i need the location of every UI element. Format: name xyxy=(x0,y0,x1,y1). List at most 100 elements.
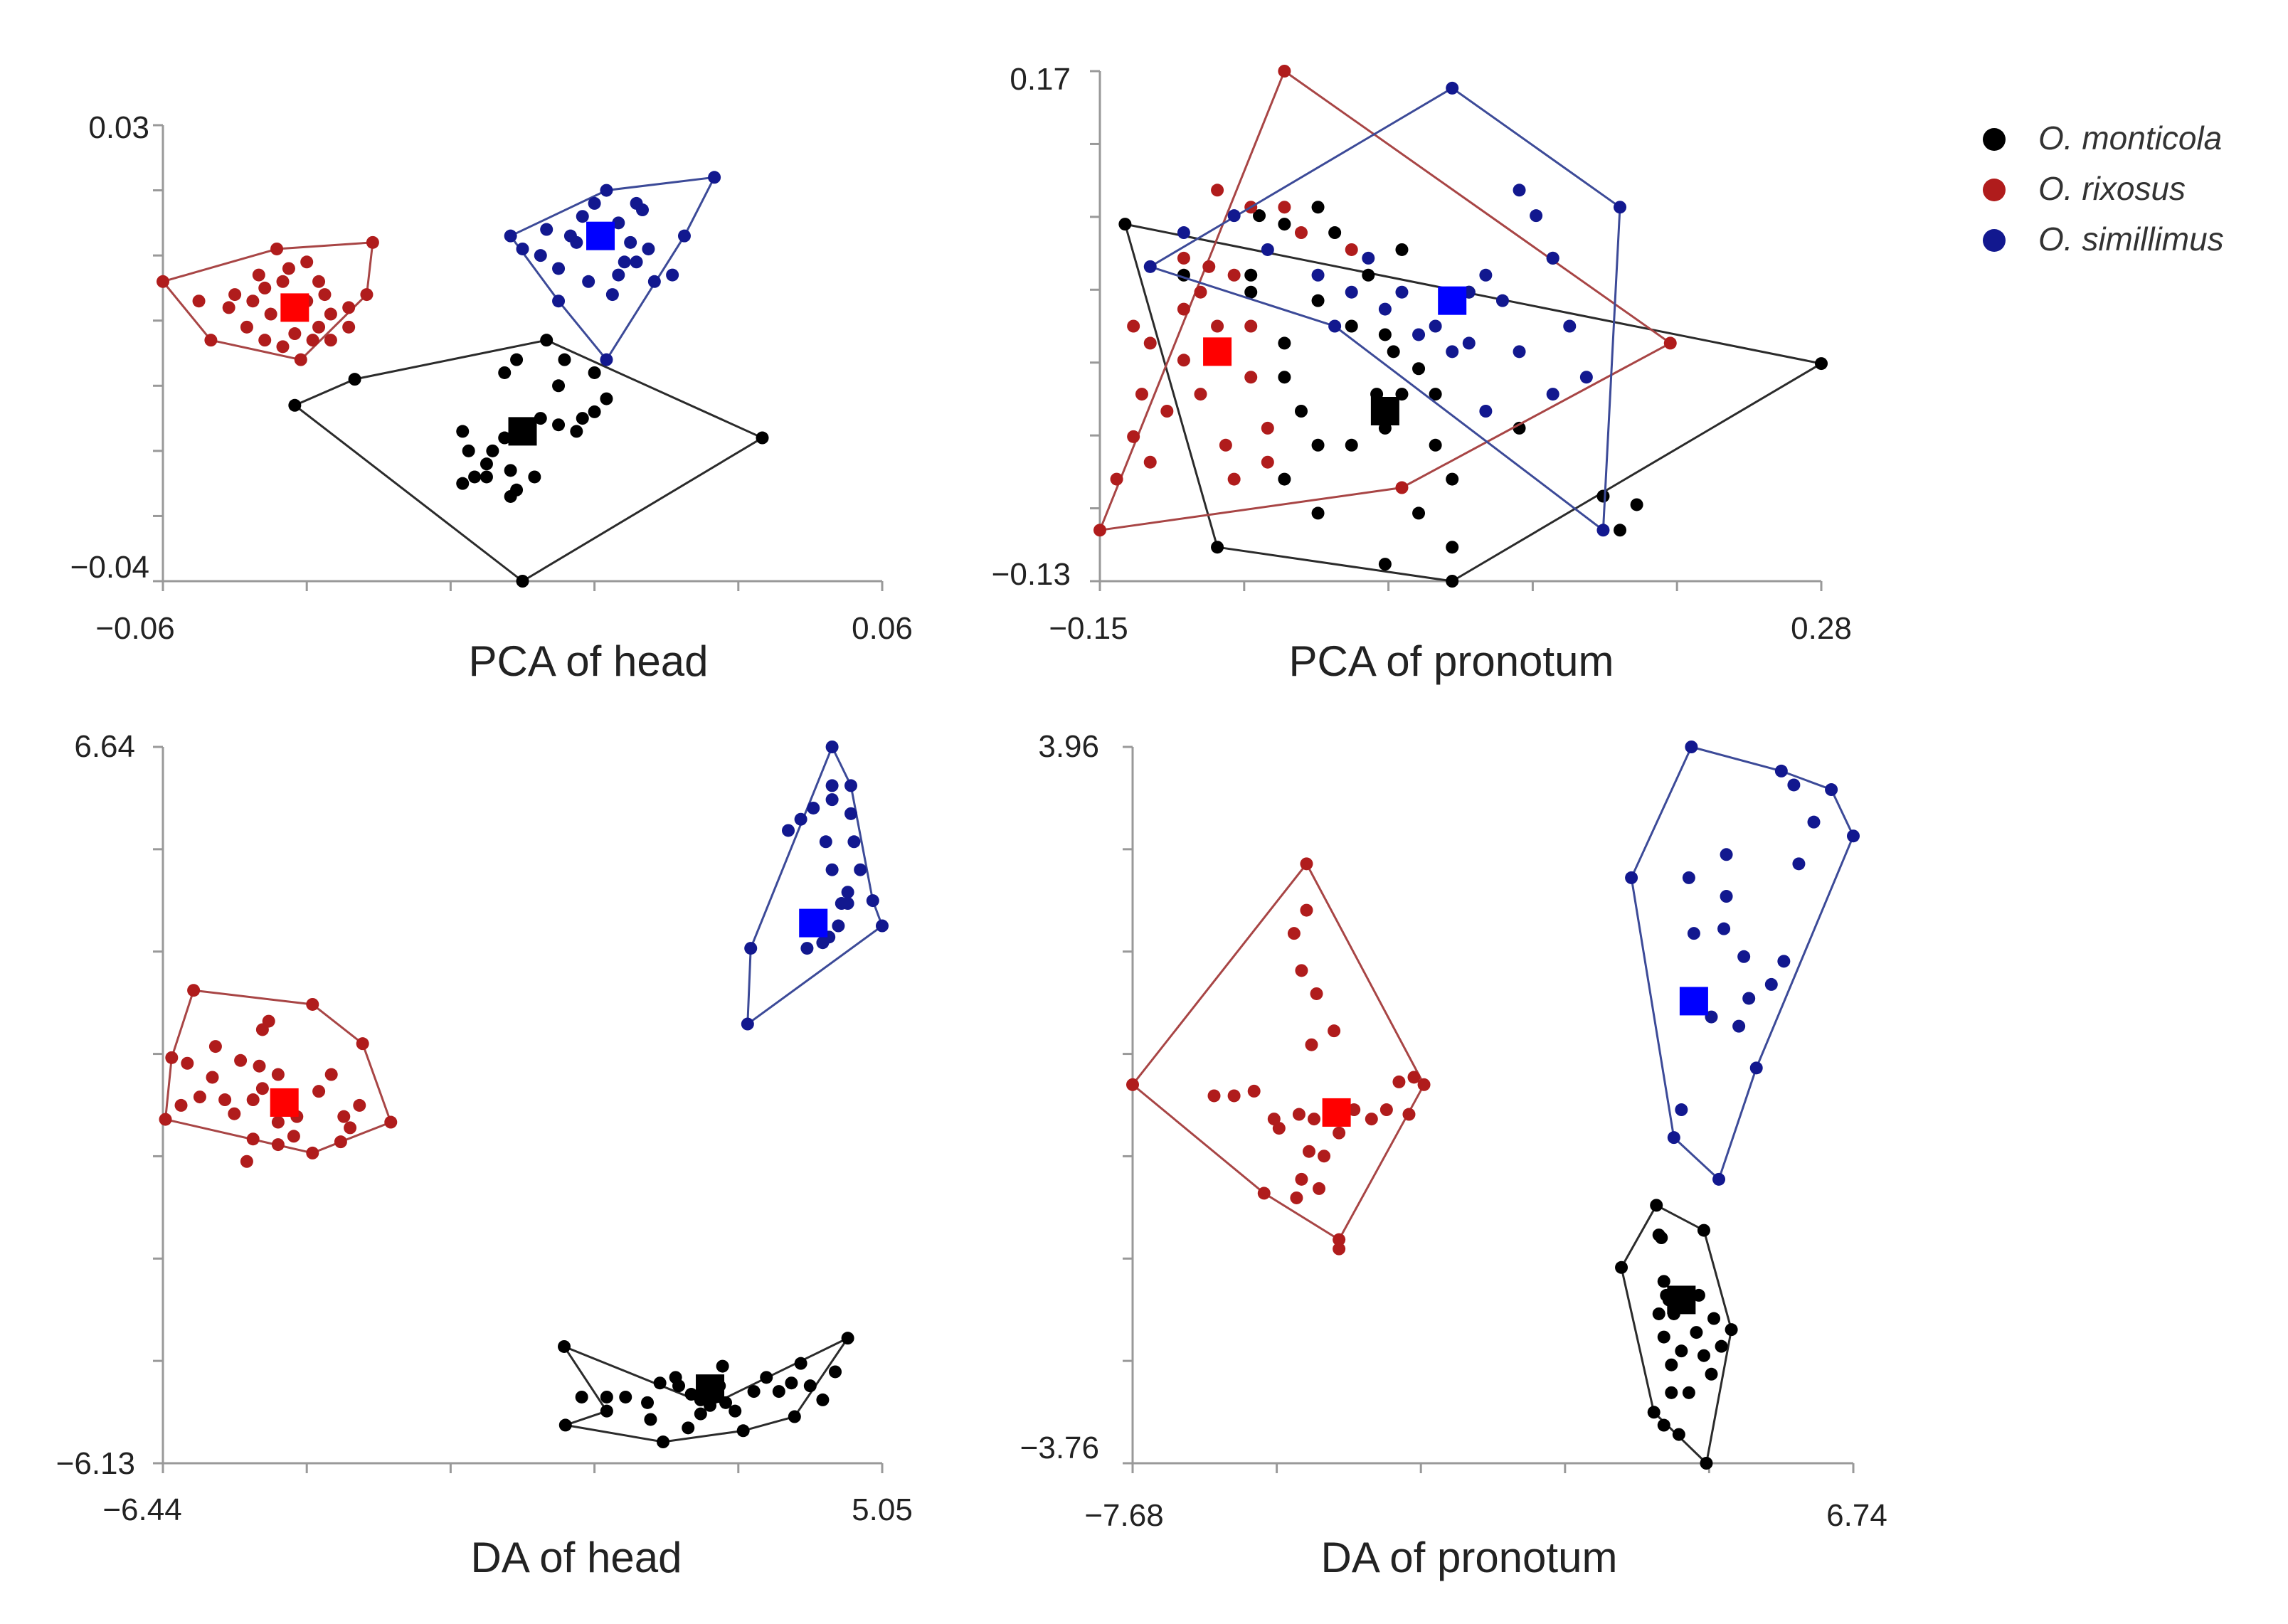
data-point-simillimus xyxy=(1362,251,1375,265)
data-point-monticola xyxy=(1278,218,1291,231)
data-point-simillimus xyxy=(647,275,661,288)
data-point-monticola xyxy=(456,477,470,490)
data-point-rixosus xyxy=(342,320,356,334)
legend-label-simillimus: O. simillimus xyxy=(2038,221,2224,258)
data-point-monticola xyxy=(462,444,475,457)
data-point-monticola xyxy=(1378,558,1392,571)
data-point-monticola xyxy=(794,1357,807,1370)
data-point-monticola xyxy=(1446,472,1459,486)
panel-pca-head: 0.03 −0.04 −0.06 0.06 PCA of head xyxy=(70,110,913,685)
data-point-simillimus xyxy=(582,275,595,288)
y-min-tick-label: −6.13 xyxy=(56,1446,135,1481)
data-point-rixosus xyxy=(157,275,169,288)
data-point-simillimus xyxy=(1732,1019,1746,1033)
data-point-rixosus xyxy=(1202,260,1216,273)
y-max-tick-label: 3.96 xyxy=(1038,729,1099,764)
data-point-rixosus xyxy=(1300,857,1313,871)
data-point-monticola xyxy=(558,1339,571,1353)
data-point-rixosus xyxy=(306,1146,319,1159)
mean-marker-monticola xyxy=(1370,397,1399,425)
data-point-rixosus xyxy=(1244,371,1258,384)
data-point-monticola xyxy=(1657,1275,1670,1288)
data-point-rixosus xyxy=(1207,1089,1221,1103)
data-point-rixosus xyxy=(287,1130,300,1143)
data-point-monticola xyxy=(456,425,470,438)
data-point-simillimus xyxy=(1749,1061,1763,1075)
mean-marker-rixosus xyxy=(270,1088,299,1117)
mean-marker-simillimus xyxy=(1679,987,1708,1016)
data-point-rixosus xyxy=(1135,388,1148,401)
data-point-monticola xyxy=(1705,1367,1718,1381)
data-point-rixosus xyxy=(228,288,242,302)
data-point-monticola xyxy=(468,470,482,484)
data-point-rixosus xyxy=(1261,421,1274,435)
data-point-monticola xyxy=(760,1371,773,1384)
data-point-monticola xyxy=(1596,489,1610,503)
data-point-monticola xyxy=(641,1396,655,1409)
data-point-simillimus xyxy=(1737,950,1751,963)
data-point-monticola xyxy=(1682,1386,1695,1399)
legend-marker-rixosus xyxy=(1983,179,2006,201)
data-point-simillimus xyxy=(576,210,589,223)
data-point-rixosus xyxy=(1227,472,1241,486)
mean-marker-rixosus xyxy=(1322,1098,1351,1127)
data-point-monticola xyxy=(1278,336,1291,350)
data-point-simillimus xyxy=(1764,977,1778,991)
data-point-simillimus xyxy=(504,229,517,243)
data-point-rixosus xyxy=(1126,1078,1139,1091)
data-point-monticola xyxy=(1244,268,1258,282)
data-point-simillimus xyxy=(1143,260,1157,273)
data-point-monticola xyxy=(1446,541,1459,554)
mean-marker-monticola xyxy=(508,417,537,446)
data-point-simillimus xyxy=(1227,209,1241,223)
data-point-monticola xyxy=(1345,319,1358,333)
convex-hull-monticola xyxy=(292,339,765,583)
legend-label-rixosus: O. rixosus xyxy=(2038,170,2186,207)
data-point-simillimus xyxy=(1720,890,1733,903)
data-point-simillimus xyxy=(1345,285,1358,299)
data-point-rixosus xyxy=(1194,388,1207,401)
data-point-rixosus xyxy=(208,1040,222,1054)
data-point-monticola xyxy=(534,412,547,425)
x-max-tick-label: 6.74 xyxy=(1826,1498,1887,1533)
data-point-rixosus xyxy=(206,1071,219,1084)
data-point-monticola xyxy=(1815,357,1828,371)
series-monticola xyxy=(288,334,769,588)
data-point-rixosus xyxy=(1333,1233,1346,1246)
data-point-rixosus xyxy=(1347,1103,1361,1117)
data-point-simillimus xyxy=(1546,388,1559,401)
data-point-rixosus xyxy=(255,1082,269,1095)
data-point-monticola xyxy=(486,444,499,457)
data-point-rixosus xyxy=(366,235,379,249)
data-point-simillimus xyxy=(825,741,839,753)
data-point-simillimus xyxy=(1395,285,1409,299)
data-point-rixosus xyxy=(253,1059,266,1073)
data-point-rixosus xyxy=(1302,1145,1315,1158)
data-point-monticola xyxy=(1118,218,1132,231)
data-point-monticola xyxy=(1652,1228,1665,1242)
data-point-simillimus xyxy=(600,353,613,366)
data-point-monticola xyxy=(1647,1406,1661,1419)
data-point-simillimus xyxy=(1596,524,1610,537)
series-simillimus xyxy=(504,171,721,366)
data-point-rixosus xyxy=(288,327,302,341)
data-point-monticola xyxy=(288,398,302,412)
data-point-monticola xyxy=(1725,1323,1738,1337)
data-point-monticola xyxy=(1429,438,1442,452)
data-point-monticola xyxy=(619,1390,632,1403)
series-monticola xyxy=(1118,201,1828,588)
convex-hull-rixosus xyxy=(1130,861,1426,1241)
data-point-monticola xyxy=(540,334,554,347)
data-point-rixosus xyxy=(1345,243,1358,256)
data-point-rixosus xyxy=(252,268,265,282)
y-min-tick-label: −0.04 xyxy=(70,550,149,585)
x-min-tick-label: −6.44 xyxy=(102,1492,181,1527)
data-point-simillimus xyxy=(1720,848,1733,861)
data-point-rixosus xyxy=(1300,903,1313,917)
data-point-monticola xyxy=(498,431,512,445)
data-point-monticola xyxy=(1362,268,1375,282)
data-point-rixosus xyxy=(1287,927,1301,940)
data-point-rixosus xyxy=(1272,1122,1286,1135)
data-point-simillimus xyxy=(612,216,625,230)
